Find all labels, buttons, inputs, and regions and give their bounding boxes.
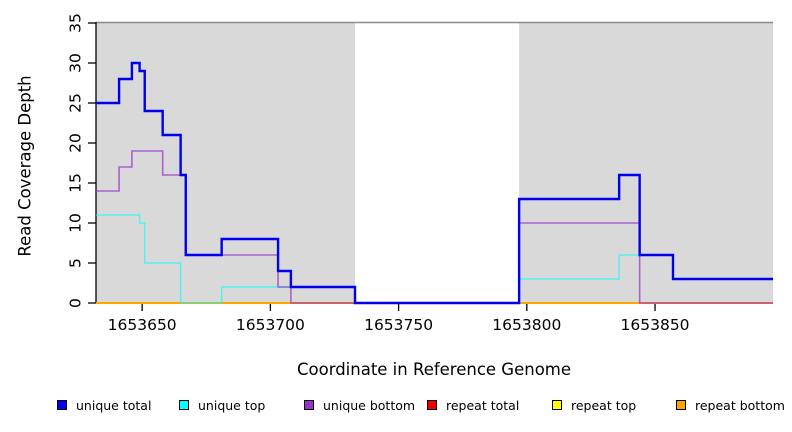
legend-label: unique top [198, 397, 266, 413]
legend-label: unique bottom [323, 397, 416, 413]
legend-label: repeat total [446, 397, 520, 413]
plot-area: 0 5 10 15 20 25 30 35 1653650 1653700 1653750 16538… [67, 13, 773, 334]
legend-swatch-icon [179, 400, 189, 410]
y-tick-label: 15 [67, 173, 85, 193]
y-tick-label: 10 [67, 213, 85, 233]
legend-label: repeat bottom [695, 397, 785, 413]
series-line-unique-bottom [96, 150, 773, 304]
legend-label: repeat top [571, 397, 637, 413]
legend-swatch-icon [57, 400, 67, 410]
y-tick-label: 35 [67, 13, 85, 33]
legend-swatch-icon [552, 400, 562, 410]
legend-item-unique-bottom: unique bottom [304, 396, 415, 414]
y-tick-label: 30 [67, 53, 85, 73]
legend-item-repeat-total: repeat total [427, 396, 519, 414]
legend-item-repeat-top: repeat top [552, 396, 636, 414]
legend-item-unique-top: unique top [179, 396, 265, 414]
legend-swatch-icon [676, 400, 686, 410]
shaded-region [96, 23, 356, 303]
legend-item-unique-total: unique total [57, 396, 151, 414]
x-tick-label: 1653850 [621, 316, 690, 334]
legend: unique total unique top unique bottom repea… [0, 396, 792, 420]
y-tick-label: 25 [67, 93, 85, 113]
legend-swatch-icon [427, 400, 437, 410]
series-line-unique-total [96, 61, 773, 305]
y-tick-label: 5 [67, 258, 85, 268]
y-axis-label: Read Coverage Depth [15, 75, 35, 257]
legend-label: unique total [76, 397, 152, 413]
legend-swatch-icon [304, 400, 314, 410]
x-tick-label: 1653700 [236, 316, 305, 334]
x-tick-label: 1653650 [108, 316, 177, 334]
x-tick-label: 1653750 [364, 316, 433, 334]
x-tick-label: 1653800 [492, 316, 561, 334]
y-tick-label: 20 [67, 133, 85, 153]
legend-item-repeat-bottom: repeat bottom [676, 396, 785, 414]
x-axis-label: Coordinate in Reference Genome [296, 360, 572, 379]
shaded-region [519, 23, 773, 303]
y-tick-label: 0 [67, 298, 85, 308]
